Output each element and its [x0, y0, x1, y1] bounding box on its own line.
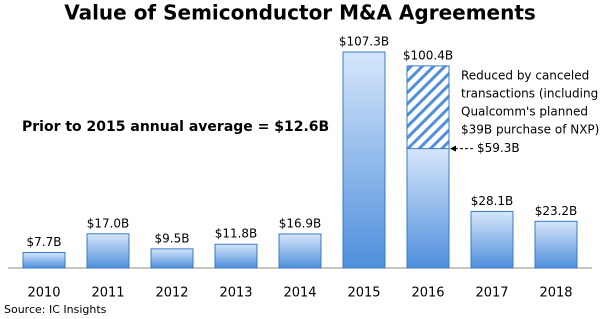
- value-label: $7.7B: [27, 235, 62, 249]
- x-tick-label: 2014: [283, 286, 316, 301]
- bar: [86, 233, 130, 269]
- annotation: Prior to 2015 annual average = $12.6B: [22, 119, 329, 135]
- bar-segment: [406, 148, 450, 269]
- value-label: $9.5B: [155, 231, 190, 245]
- x-tick-label: 2018: [539, 286, 572, 301]
- value-label: $28.1B: [471, 194, 514, 208]
- bar: [214, 243, 258, 269]
- x-tick-label: 2017: [475, 286, 508, 301]
- x-tick-label: 2010: [27, 286, 60, 301]
- note-line: $39B purchase of NXP).: [461, 122, 600, 136]
- bar: [342, 51, 386, 269]
- bar: [534, 220, 578, 269]
- value-label: $16.9B: [279, 216, 322, 230]
- source: Source: IC Insights: [4, 303, 107, 316]
- note-line: Qualcomm's planned: [461, 104, 588, 118]
- chart-title: Value of Semiconductor M&A Agreements: [64, 1, 536, 25]
- note-line: Reduced by canceled: [461, 68, 589, 82]
- x-tick-label: 2013: [219, 286, 252, 301]
- value-label: $17.0B: [87, 216, 130, 230]
- bar: [22, 251, 66, 269]
- x-tick-label: 2015: [347, 286, 380, 301]
- value-label: $100.4B: [403, 48, 453, 62]
- x-tick-label: 2011: [91, 286, 124, 301]
- solid-label: $59.3B: [477, 141, 520, 155]
- bar: [150, 248, 194, 269]
- bar: [470, 210, 514, 269]
- value-label: $11.8B: [215, 227, 258, 241]
- arrow-head: [450, 145, 456, 152]
- x-tick-label: 2012: [155, 286, 188, 301]
- value-label: $23.2B: [535, 204, 578, 218]
- bar: [278, 233, 322, 269]
- value-label: $107.3B: [339, 35, 389, 49]
- note-line: transactions (including: [461, 86, 598, 100]
- x-tick-label: 2016: [411, 286, 444, 301]
